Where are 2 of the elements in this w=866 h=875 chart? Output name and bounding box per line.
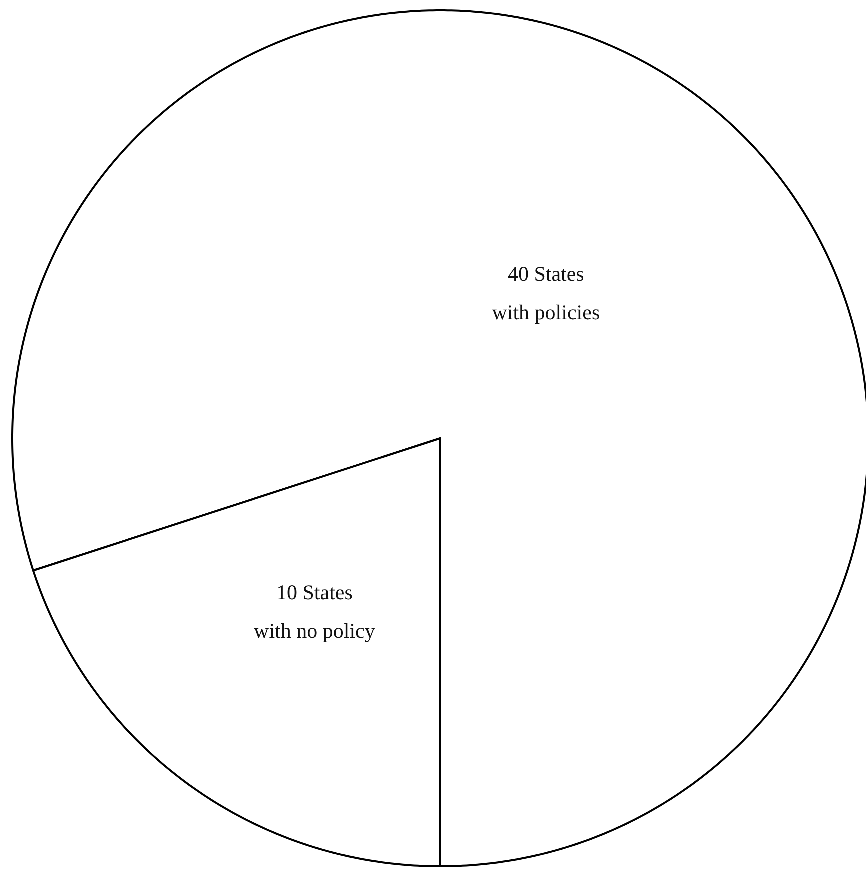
slice-label: 40 States with policies — [492, 262, 600, 324]
slice-label: 10 States with no policy — [254, 580, 376, 643]
